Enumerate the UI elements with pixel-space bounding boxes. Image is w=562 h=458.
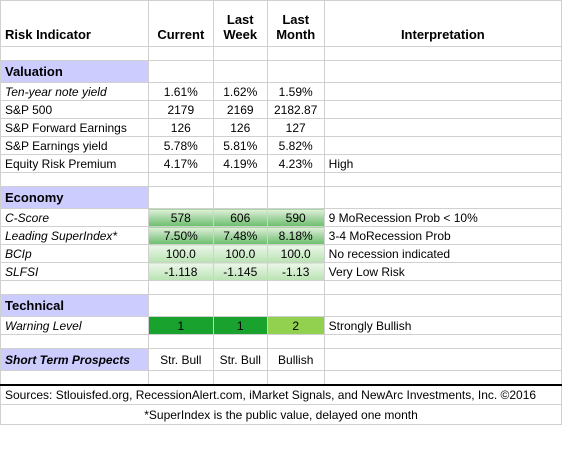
sources-text: Sources: Stlouisfed.org, RecessionAlert.… (0, 383, 562, 405)
footnote-text: *SuperIndex is the public value, delayed… (0, 404, 562, 425)
table-row: BCIp 100.0 100.0 100.0 No recession indi… (0, 244, 562, 263)
current-value: 4.17% (147, 154, 214, 173)
interpretation-text: High (323, 154, 562, 173)
current-value: 100.0 (147, 244, 214, 263)
current-value: 5.78% (147, 136, 214, 155)
row-label: Warning Level (0, 316, 149, 335)
header-risk-indicator: Risk Indicator (0, 0, 149, 47)
header-last-month: Last Month (266, 0, 325, 47)
current-value: 578 (147, 208, 214, 227)
last-week-value: 5.81% (212, 136, 268, 155)
header-last-month-line1: Last (282, 12, 310, 27)
spacer-row (0, 172, 562, 187)
spacer-row (0, 334, 562, 349)
last-month-value: 8.18% (266, 226, 325, 245)
header-row: Risk Indicator Current Last Week Last Mo… (0, 0, 562, 47)
last-month-value: 5.82% (266, 136, 325, 155)
header-current: Current (147, 0, 214, 47)
table-row: Warning Level 1 1 2 Strongly Bullish (0, 316, 562, 335)
valuation-section-row: Valuation (0, 60, 562, 83)
economy-section-row: Economy (0, 186, 562, 209)
last-month-value: 2182.87 (266, 100, 325, 119)
header-last-week-line2: Week (223, 27, 258, 42)
last-month-value: 590 (266, 208, 325, 227)
technical-section-row: Technical (0, 294, 562, 317)
interpretation-text (323, 100, 562, 119)
last-week-value: 126 (212, 118, 268, 137)
table-row: Ten-year note yield 1.61% 1.62% 1.59% (0, 82, 562, 101)
interpretation-text: Strongly Bullish (323, 316, 562, 335)
row-label: BCIp (0, 244, 149, 263)
table-row: Leading SuperIndex* 7.50% 7.48% 8.18% 3-… (0, 226, 562, 245)
last-month-value: 4.23% (266, 154, 325, 173)
interpretation-text: 3-4 MoRecession Prob (323, 226, 562, 245)
spacer-row (0, 280, 562, 295)
last-week-value: 606 (212, 208, 268, 227)
technical-title: Technical (0, 294, 149, 317)
prospects-last-week: Str. Bull (212, 348, 268, 371)
last-week-value: -1.145 (212, 262, 268, 281)
interpretation-text: No recession indicated (323, 244, 562, 263)
last-month-value: 100.0 (266, 244, 325, 263)
header-last-week: Last Week (212, 0, 268, 47)
prospects-label: Short Term Prospects (0, 348, 149, 371)
table-row: SLFSI -1.118 -1.145 -1.13 Very Low Risk (0, 262, 562, 281)
footnote-row: *SuperIndex is the public value, delayed… (0, 404, 562, 425)
current-value: 2179 (147, 100, 214, 119)
last-week-value: 7.48% (212, 226, 268, 245)
last-week-value: 4.19% (212, 154, 268, 173)
row-label: Ten-year note yield (0, 82, 149, 101)
header-last-week-line1: Last (226, 12, 254, 27)
current-value: 126 (147, 118, 214, 137)
economy-title: Economy (0, 186, 149, 209)
prospects-last-month: Bullish (266, 348, 325, 371)
row-label: C-Score (0, 208, 149, 227)
risk-indicator-table: Risk Indicator Current Last Week Last Mo… (0, 0, 562, 425)
spacer-row (0, 370, 562, 385)
interpretation-text (323, 82, 562, 101)
sources-row: Sources: Stlouisfed.org, RecessionAlert.… (0, 383, 562, 405)
table-row: S&P Forward Earnings 126 126 127 (0, 118, 562, 137)
interpretation-text (323, 136, 562, 155)
prospects-row: Short Term Prospects Str. Bull Str. Bull… (0, 348, 562, 371)
last-month-value: 2 (266, 316, 325, 335)
valuation-title: Valuation (0, 60, 149, 83)
interpretation-text: Very Low Risk (323, 262, 562, 281)
header-interpretation: Interpretation (323, 0, 562, 47)
row-label: SLFSI (0, 262, 149, 281)
interpretation-text (323, 118, 562, 137)
row-label: S&P Forward Earnings (0, 118, 149, 137)
current-value: 1 (147, 316, 214, 335)
last-week-value: 1.62% (212, 82, 268, 101)
interpretation-text: 9 MoRecession Prob < 10% (323, 208, 562, 227)
current-value: 1.61% (147, 82, 214, 101)
table-row: Equity Risk Premium 4.17% 4.19% 4.23% Hi… (0, 154, 562, 173)
last-week-value: 1 (212, 316, 268, 335)
prospects-current: Str. Bull (147, 348, 214, 371)
row-label: Equity Risk Premium (0, 154, 149, 173)
row-label: S&P Earnings yield (0, 136, 149, 155)
spacer-row (0, 46, 562, 61)
table-row: S&P 500 2179 2169 2182.87 (0, 100, 562, 119)
current-value: 7.50% (147, 226, 214, 245)
last-week-value: 100.0 (212, 244, 268, 263)
current-value: -1.118 (147, 262, 214, 281)
header-last-month-line2: Month (276, 27, 316, 42)
row-label: S&P 500 (0, 100, 149, 119)
last-week-value: 2169 (212, 100, 268, 119)
last-month-value: 127 (266, 118, 325, 137)
last-month-value: 1.59% (266, 82, 325, 101)
row-label: Leading SuperIndex* (0, 226, 149, 245)
table-row: C-Score 578 606 590 9 MoRecession Prob <… (0, 208, 562, 227)
last-month-value: -1.13 (266, 262, 325, 281)
table-row: S&P Earnings yield 5.78% 5.81% 5.82% (0, 136, 562, 155)
